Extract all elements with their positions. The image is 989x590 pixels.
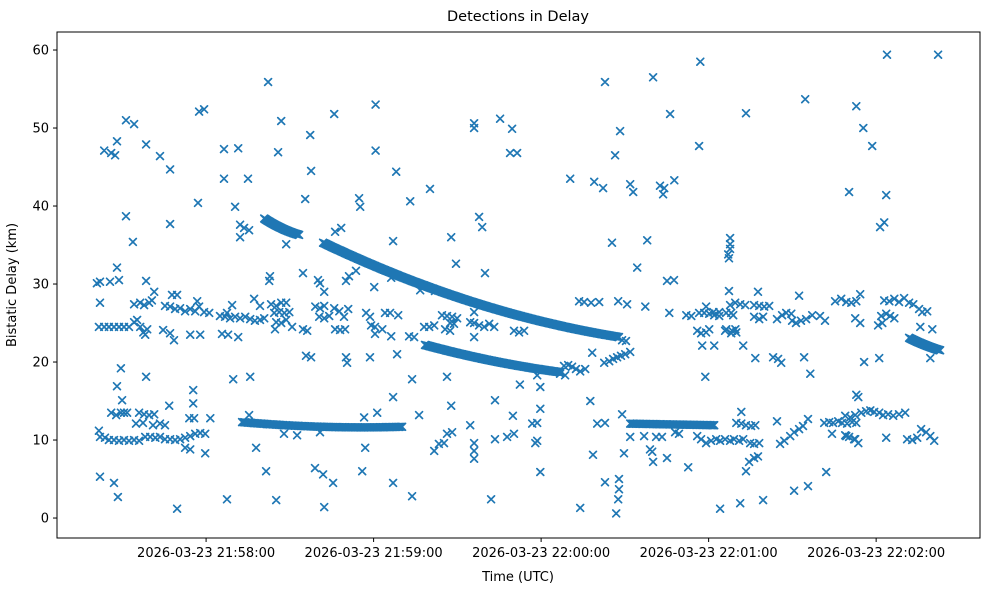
x-tick-label: 2026-03-23 21:58:00 [137, 546, 275, 561]
scatter-points [92, 50, 945, 518]
plot-border [56, 31, 981, 539]
y-tick-label: 50 [32, 122, 49, 137]
x-tick-label: 2026-03-23 22:00:00 [472, 546, 610, 561]
y-tick-label: 60 [32, 44, 49, 59]
y-tick-label: 40 [32, 200, 49, 215]
x-tick-label: 2026-03-23 22:01:00 [640, 546, 778, 561]
x-tick-label: 2026-03-23 21:59:00 [305, 546, 443, 561]
chart-title: Detections in Delay [447, 9, 589, 25]
scatter-marker-path [92, 50, 945, 518]
x-axis-ticks: 2026-03-23 21:58:00 2026-03-23 21:59:00 20… [137, 538, 945, 561]
y-tick-label: 20 [32, 356, 49, 371]
y-tick-label: 10 [32, 434, 49, 449]
y-axis-ticks: 0 10 20 30 40 50 60 [32, 44, 57, 527]
y-tick-label: 30 [32, 278, 49, 293]
y-axis-label: Bistatic Delay (km) [5, 223, 20, 347]
x-tick-label: 2026-03-23 22:02:00 [807, 546, 945, 561]
x-axis-label: Time (UTC) [481, 570, 554, 585]
y-tick-label: 0 [41, 512, 49, 527]
